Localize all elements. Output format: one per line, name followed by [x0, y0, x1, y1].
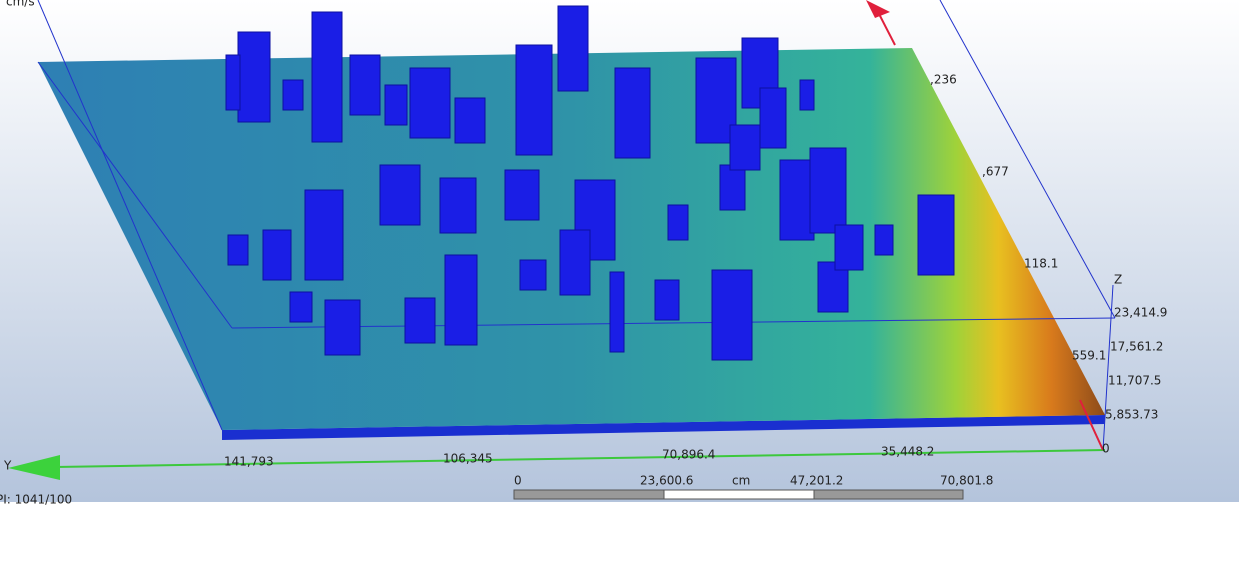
z-axis-line [1102, 284, 1114, 451]
x-axis-line [1079, 399, 1104, 451]
scale-tick-label: 70,801.8 [940, 474, 993, 488]
y-axis-name: Y [3, 459, 12, 473]
x-axis-arrow [866, 0, 890, 18]
y-tick-label: 35,448.2 [881, 445, 934, 459]
scale-bar-segment [513, 489, 665, 500]
y-tick-label: 141,793 [224, 455, 274, 469]
scale-unit: cm [732, 474, 750, 488]
y-tick-label: 70,896.4 [662, 448, 715, 462]
bounding-box [37, 0, 1116, 431]
y-axis-arrow [8, 455, 60, 480]
y-axis-line [54, 449, 1106, 468]
scale-tick-label: 23,600.6 [640, 474, 693, 488]
scale-bar-segment [813, 489, 964, 500]
terrain-base [222, 415, 1105, 440]
color-label: 118.1 [1024, 257, 1058, 271]
z-tick-label: 0 [1102, 442, 1110, 456]
z-tick-label: 11,707.5 [1108, 374, 1161, 388]
buildings [225, 5, 955, 361]
status-text: PI: 1041/100 [0, 493, 72, 507]
y-tick-label: 106,345 [443, 452, 493, 466]
color-label: ,677 [982, 165, 1009, 179]
scale-tick-label: 0 [514, 474, 522, 488]
z-tick-label: 17,561.2 [1110, 340, 1163, 354]
color-unit: cm/s [6, 0, 35, 9]
scale-tick-label: 47,201.2 [790, 474, 843, 488]
scale-bar-segment [663, 489, 815, 500]
z-tick-label: 5,853.73 [1105, 408, 1158, 422]
z-tick-label: 23,414.9 [1114, 306, 1167, 320]
color-label: ,236 [930, 73, 957, 87]
z-axis-name: Z [1114, 273, 1122, 287]
color-label: 559.1 [1072, 349, 1106, 363]
